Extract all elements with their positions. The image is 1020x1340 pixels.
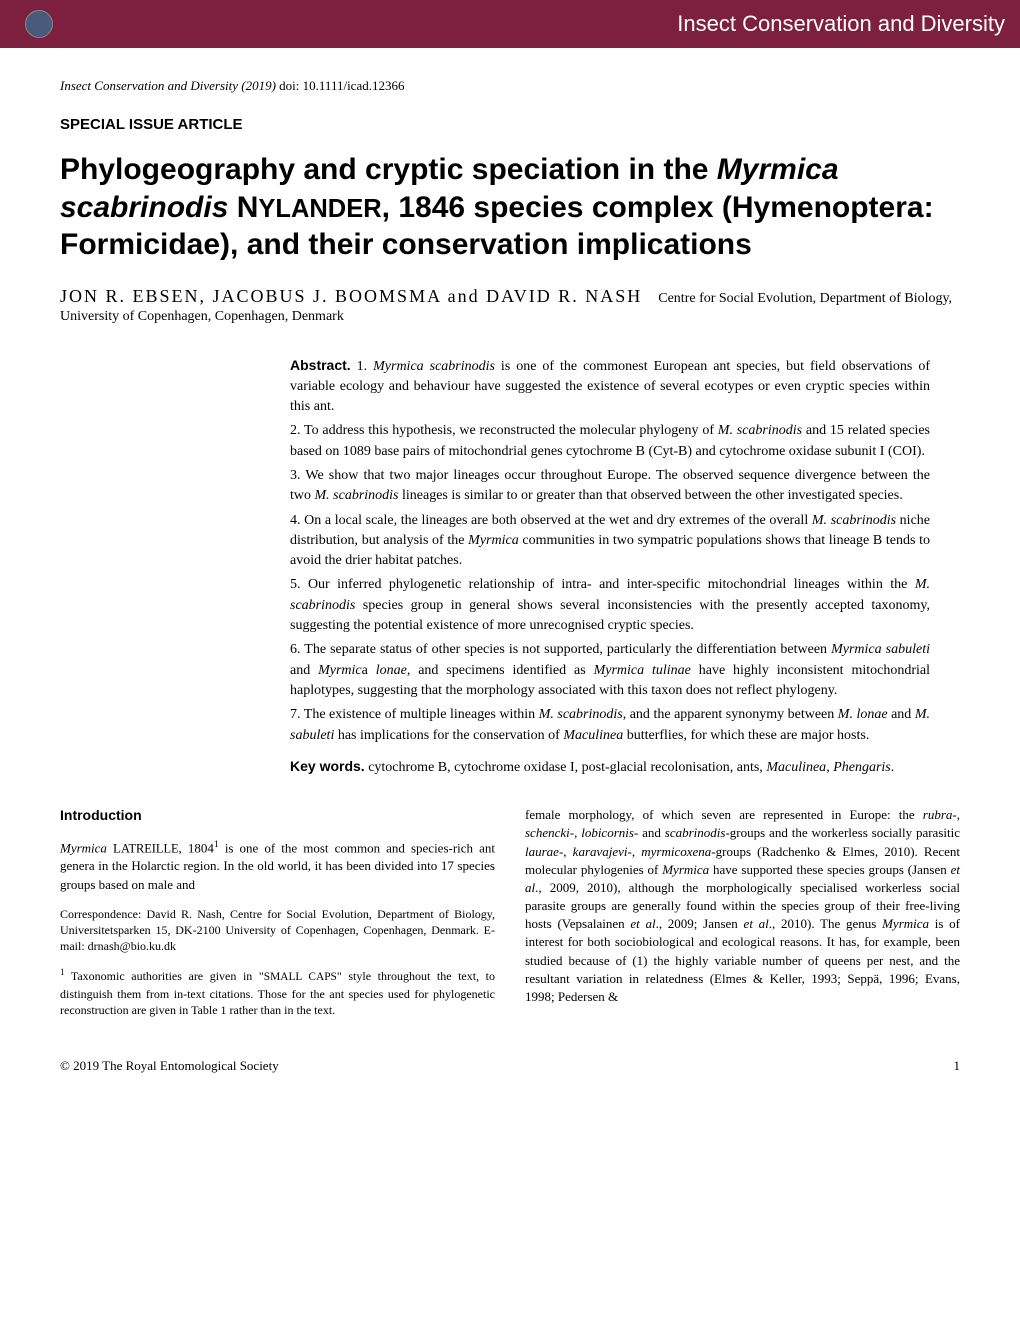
intro-right-para: female morphology, of which seven are re… xyxy=(525,806,960,1006)
page-number: 1 xyxy=(954,1058,961,1074)
abstract-item-7: 7. The existence of multiple lineages wi… xyxy=(290,705,930,746)
copyright: © 2019 The Royal Entomological Society xyxy=(60,1058,279,1074)
citation-doi: 10.1111/icad.12366 xyxy=(303,78,405,93)
author-block: JON R. EBSEN, JACOBUS J. BOOMSMA and DAV… xyxy=(60,286,960,325)
citation-journal: Insect Conservation and Diversity xyxy=(60,78,238,93)
abstract-block: Abstract. 1. Myrmica scabrinodis is one … xyxy=(290,355,930,779)
journal-name: Insect Conservation and Diversity xyxy=(677,11,1005,37)
abstract-item-6: 6. The separate status of other species … xyxy=(290,640,930,701)
abstract-item-4: 4. On a local scale, the lineages are bo… xyxy=(290,511,930,572)
abstract-item-3: 3. We show that two major lineages occur… xyxy=(290,466,930,507)
citation-line: Insect Conservation and Diversity (2019)… xyxy=(60,78,960,94)
abstract-item-2: 2. To address this hypothesis, we recons… xyxy=(290,421,930,462)
abstract-item-5: 5. Our inferred phylogenetic relationshi… xyxy=(290,575,930,636)
abstract-item-1-text: 1. Myrmica scabrinodis is one of the com… xyxy=(290,359,930,415)
page-footer: © 2019 The Royal Entomological Society 1 xyxy=(0,1048,1020,1094)
introduction-heading: Introduction xyxy=(60,806,495,826)
authors: JON R. EBSEN, JACOBUS J. BOOMSMA and DAV… xyxy=(60,286,642,306)
article-type: SPECIAL ISSUE ARTICLE xyxy=(60,116,960,133)
abstract-item-1: Abstract. 1. Myrmica scabrinodis is one … xyxy=(290,355,930,418)
journal-logo xyxy=(25,10,53,38)
keywords: Key words. cytochrome B, cytochrome oxid… xyxy=(290,756,930,778)
citation-doi-label: doi: xyxy=(279,78,299,93)
citation-year: (2019) xyxy=(241,78,276,93)
taxonomic-footnote: 1 Taxonomic authorities are given in "SM… xyxy=(60,966,495,1018)
journal-header-bar: Insect Conservation and Diversity xyxy=(0,0,1020,48)
correspondence-footnote: Correspondence: David R. Nash, Centre fo… xyxy=(60,906,495,955)
right-column: female morphology, of which seven are re… xyxy=(525,806,960,1018)
left-column: Introduction Myrmica LATREILLE, 18041 is… xyxy=(60,806,495,1018)
article-title: Phylogeography and cryptic speciation in… xyxy=(60,151,960,264)
keywords-text: cytochrome B, cytochrome oxidase I, post… xyxy=(368,760,894,775)
article-content: Insect Conservation and Diversity (2019)… xyxy=(0,48,1020,1048)
abstract-label: Abstract. xyxy=(290,357,351,373)
intro-left-para: Myrmica LATREILLE, 18041 is one of the m… xyxy=(60,838,495,894)
keywords-label: Key words. xyxy=(290,758,365,774)
body-columns: Introduction Myrmica LATREILLE, 18041 is… xyxy=(60,806,960,1018)
